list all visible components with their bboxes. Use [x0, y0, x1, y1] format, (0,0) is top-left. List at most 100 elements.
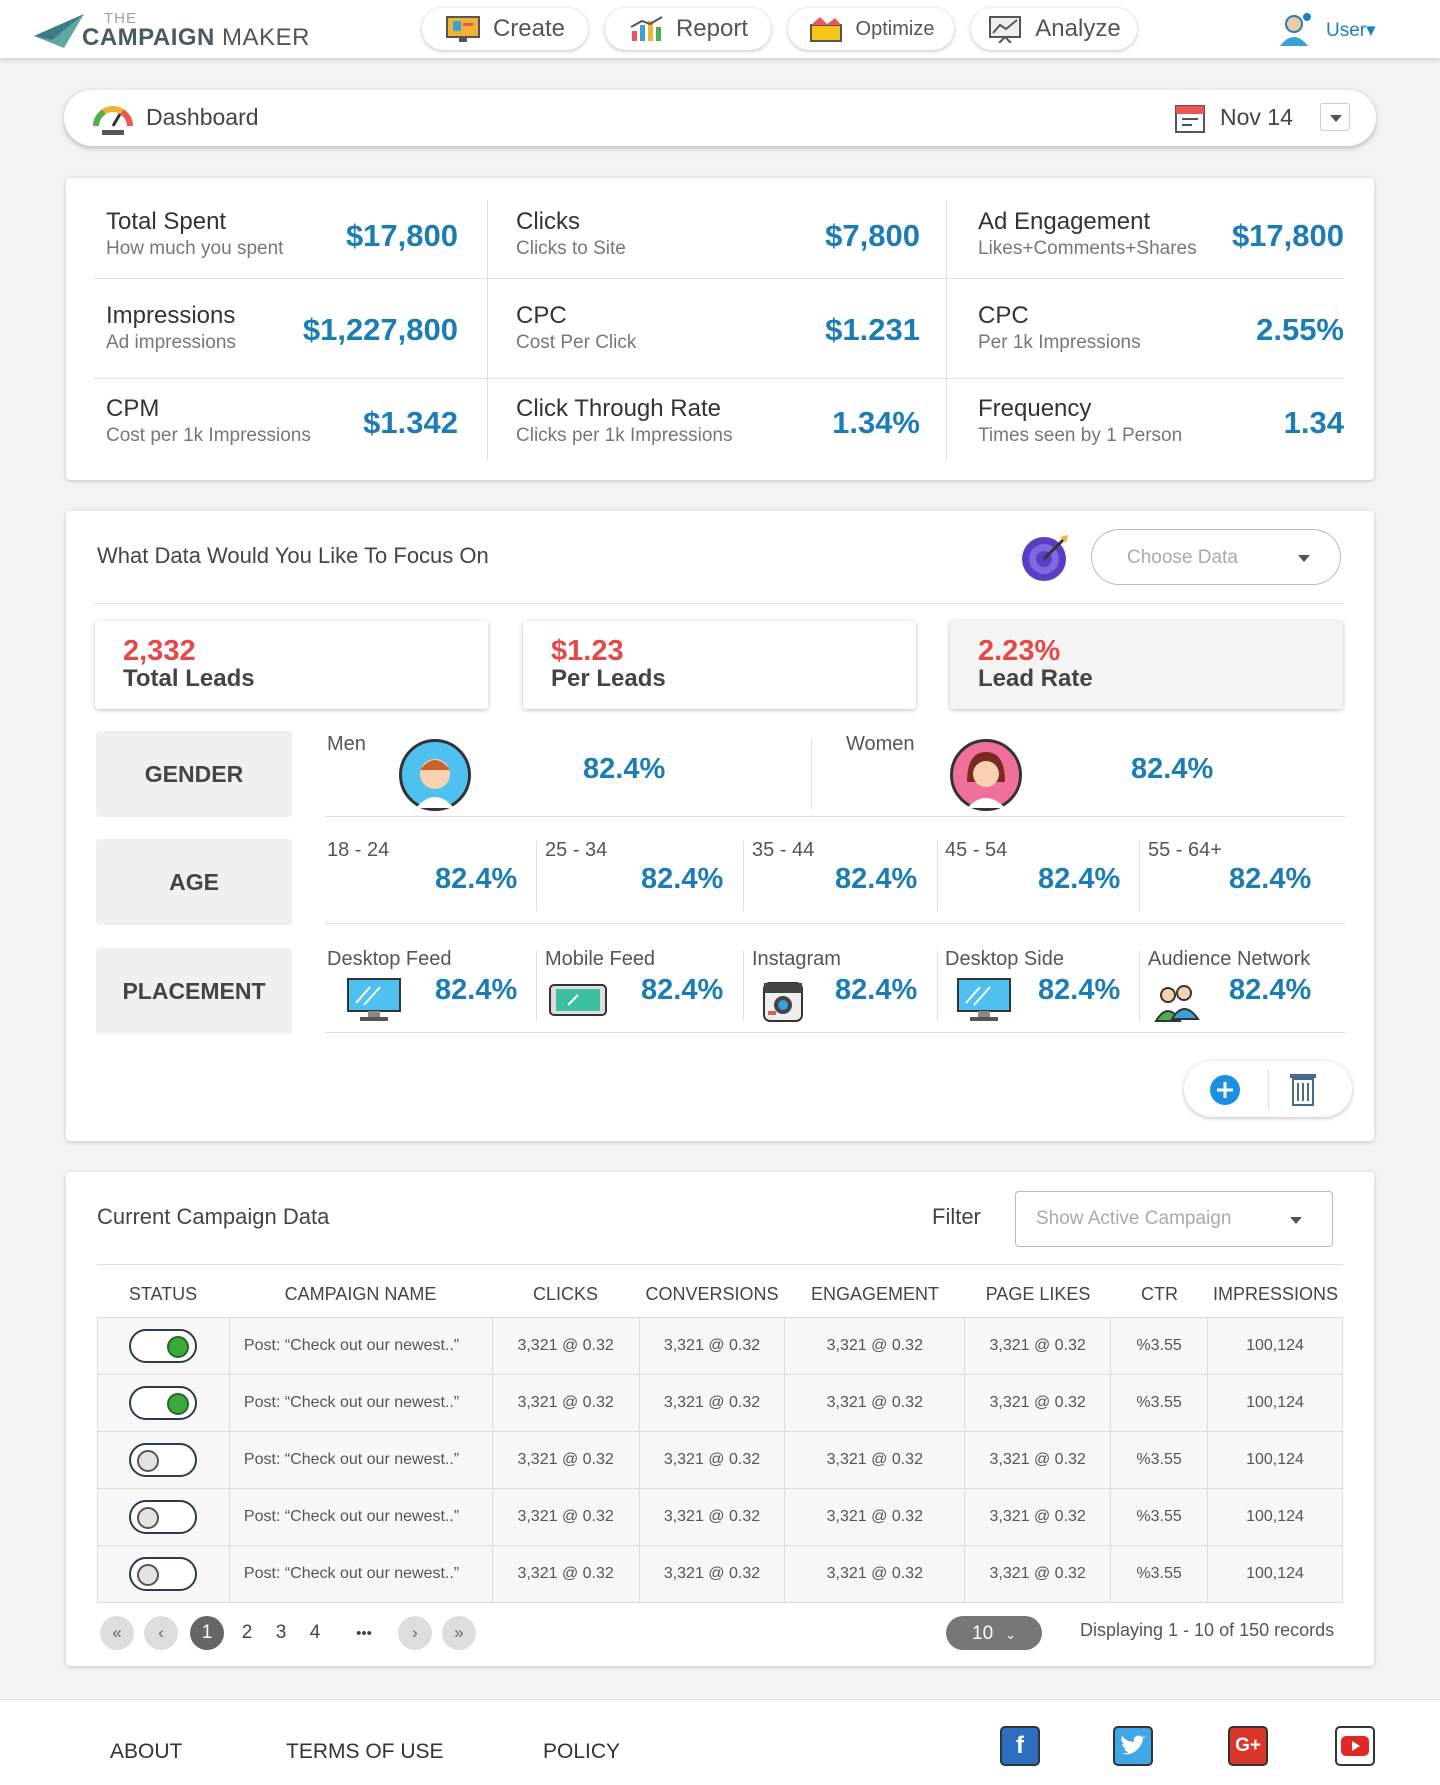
- dashboard-bar: Dashboard Nov 14: [64, 90, 1376, 146]
- kpi-per-leads[interactable]: $1.23 Per Leads: [523, 621, 916, 709]
- campaign-name-cell[interactable]: Post: “Check out our newest..”: [228, 1545, 493, 1603]
- focus-title: What Data Would You Like To Focus On: [97, 543, 489, 568]
- nav-report-label: Report: [675, 15, 749, 42]
- age-divider: [743, 841, 744, 911]
- segment-gender-button[interactable]: GENDER: [96, 731, 292, 817]
- optimize-icon: [809, 17, 842, 42]
- stats-card: Total Spent How much you spent $17,800 Cli…: [66, 178, 1374, 480]
- kpi-lead-rate[interactable]: 2.23% Lead Rate: [950, 621, 1343, 709]
- age-value-1: 82.4%: [435, 863, 518, 895]
- column-header-conversions[interactable]: CONVERSIONS: [645, 1284, 779, 1304]
- report-icon: [630, 16, 663, 41]
- placement-label-3: Instagram: [752, 948, 841, 970]
- column-header-page-likes[interactable]: PAGE LIKES: [985, 1284, 1091, 1304]
- status-toggle[interactable]: [129, 1443, 198, 1477]
- gauge-icon: [93, 106, 133, 135]
- age-label-3: 35 - 44: [752, 839, 815, 861]
- column-header-status[interactable]: STATUS: [128, 1284, 198, 1304]
- table-row[interactable]: Post: “Check out our newest..” 3,321 @ 0.…: [97, 1545, 1343, 1603]
- first-page-button[interactable]: «: [100, 1616, 134, 1650]
- gender-men-value: 82.4%: [583, 753, 666, 785]
- footer-about-link[interactable]: ABOUT: [110, 1740, 183, 1763]
- footer-policy-link[interactable]: POLICY: [543, 1740, 621, 1763]
- engagement-cell: 3,321 @ 0.32: [784, 1317, 966, 1375]
- nav-optimize-button[interactable]: Optimize: [788, 8, 954, 50]
- status-toggle[interactable]: [129, 1500, 198, 1534]
- page-3-button[interactable]: 3: [275, 1622, 287, 1643]
- segment-placement-button[interactable]: PLACEMENT: [96, 948, 292, 1034]
- column-header-ctr[interactable]: CTR: [1141, 1284, 1178, 1304]
- last-page-button[interactable]: »: [442, 1616, 476, 1650]
- next-page-button[interactable]: ›: [398, 1616, 432, 1650]
- nav-report-button[interactable]: Report: [605, 8, 771, 50]
- user-menu[interactable]: User▾: [1278, 12, 1376, 48]
- age-label-1: 18 - 24: [327, 839, 390, 861]
- facebook-icon[interactable]: f: [1000, 1726, 1040, 1766]
- column-header-engagement[interactable]: ENGAGEMENT: [810, 1284, 939, 1304]
- dashboard-title: Dashboard: [146, 104, 259, 130]
- nav-create-label: Create: [492, 15, 566, 42]
- nav-analyze-button[interactable]: Analyze: [971, 8, 1137, 50]
- instagram-camera-icon: [763, 982, 803, 1022]
- age-label-5: 55 - 64+: [1148, 839, 1222, 861]
- prev-page-button[interactable]: ‹: [144, 1616, 178, 1650]
- kpi-total-leads[interactable]: 2,332 Total Leads: [95, 621, 488, 709]
- toggle-knob: [137, 1507, 160, 1529]
- campaign-name-cell[interactable]: Post: “Check out our newest..”: [228, 1488, 493, 1546]
- ellipsis: •••: [356, 1624, 372, 1642]
- campaign-name-cell[interactable]: Post: “Check out our newest..”: [228, 1374, 493, 1432]
- status-toggle[interactable]: [129, 1329, 198, 1363]
- age-divider: [1139, 841, 1140, 911]
- per-page-dropdown[interactable]: 10 ⌄: [946, 1616, 1042, 1650]
- stat-clicks: Clicks Clicks to Site $7,800: [516, 208, 920, 259]
- age-value-4: 82.4%: [1038, 863, 1121, 895]
- impressions-cell: 100,124: [1207, 1545, 1343, 1603]
- footer-terms-link[interactable]: TERMS OF USE: [286, 1740, 444, 1763]
- page-2-button[interactable]: 2: [241, 1622, 253, 1643]
- table-row[interactable]: Post: “Check out our newest..” 3,321 @ 0.…: [97, 1374, 1343, 1432]
- status-cell: [97, 1317, 230, 1375]
- stat-total-spent: Total Spent How much you spent $17,800: [106, 208, 458, 259]
- page-likes-cell: 3,321 @ 0.32: [964, 1374, 1112, 1432]
- nav-optimize-label: Optimize: [855, 17, 935, 40]
- engagement-cell: 3,321 @ 0.32: [784, 1431, 966, 1489]
- status-toggle[interactable]: [129, 1557, 198, 1591]
- per-page-value: 10: [972, 1623, 994, 1644]
- conversions-cell: 3,321 @ 0.32: [638, 1431, 786, 1489]
- add-icon[interactable]: [1208, 1073, 1242, 1107]
- date-dropdown-button[interactable]: [1320, 103, 1350, 131]
- brand-logo[interactable]: THE CAMPAIGN MAKER: [34, 10, 309, 51]
- column-header-impressions[interactable]: IMPRESSIONS: [1212, 1284, 1339, 1304]
- table-row[interactable]: Post: “Check out our newest..” 3,321 @ 0.…: [97, 1317, 1343, 1375]
- choose-data-dropdown[interactable]: Choose Data: [1091, 529, 1341, 585]
- column-header-campaign-name[interactable]: CAMPAIGN NAME: [284, 1284, 437, 1304]
- placement-label-4: Desktop Side: [945, 948, 1064, 970]
- youtube-icon[interactable]: [1335, 1726, 1375, 1766]
- trash-icon[interactable]: [1288, 1071, 1318, 1107]
- campaign-name-cell[interactable]: Post: “Check out our newest..”: [228, 1317, 493, 1375]
- page-4-button[interactable]: 4: [309, 1622, 321, 1643]
- column-header-clicks[interactable]: CLICKS: [532, 1284, 599, 1304]
- campaign-name-cell[interactable]: Post: “Check out our newest..”: [228, 1431, 493, 1489]
- age-value-3: 82.4%: [835, 863, 918, 895]
- ctr-cell: %3.55: [1110, 1488, 1209, 1546]
- gender-men-label: Men: [327, 733, 366, 755]
- impressions-cell: 100,124: [1207, 1431, 1343, 1489]
- table-row[interactable]: Post: “Check out our newest..” 3,321 @ 0.…: [97, 1488, 1343, 1546]
- page-1-button[interactable]: 1: [190, 1616, 224, 1650]
- action-divider: [1268, 1069, 1269, 1109]
- stats-divider: [94, 278, 1344, 279]
- stat-cpm: CPM Cost per 1k Impressions $1.342: [106, 395, 458, 446]
- status-toggle[interactable]: [129, 1386, 198, 1420]
- age-value-2: 82.4%: [641, 863, 724, 895]
- clicks-cell: 3,321 @ 0.32: [491, 1374, 640, 1432]
- twitter-icon[interactable]: [1113, 1726, 1153, 1766]
- conversions-cell: 3,321 @ 0.32: [638, 1545, 786, 1603]
- filter-dropdown[interactable]: Show Active Campaign: [1015, 1191, 1333, 1247]
- table-row[interactable]: Post: “Check out our newest..” 3,321 @ 0.…: [97, 1431, 1343, 1489]
- nav-create-button[interactable]: Create: [422, 8, 588, 50]
- google-plus-icon[interactable]: G+: [1228, 1726, 1268, 1766]
- impressions-cell: 100,124: [1207, 1374, 1343, 1432]
- placement-value-3: 82.4%: [835, 974, 918, 1006]
- segment-age-button[interactable]: AGE: [96, 839, 292, 925]
